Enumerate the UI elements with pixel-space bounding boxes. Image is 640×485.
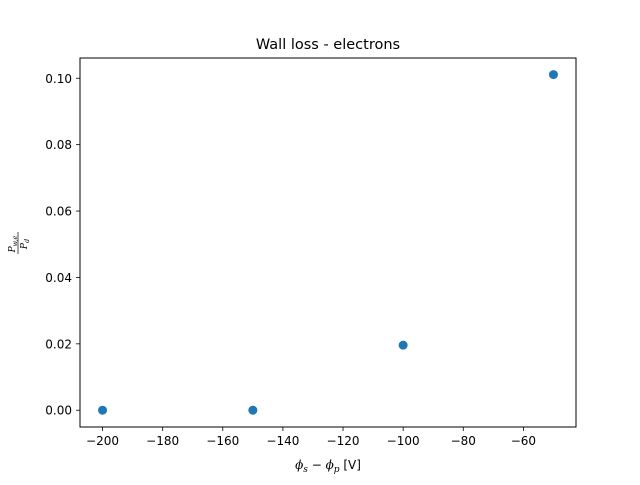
y-tick-label: 0.04 [45,271,72,285]
x-label-phi-1: ϕ [295,458,303,472]
plot-frame [79,57,577,428]
data-point [248,405,258,415]
data-point [548,70,558,80]
x-label-sub-1: s [303,465,308,475]
data-point [398,340,408,350]
x-tick-label: −160 [206,434,239,448]
y-label-denominator: Pd [20,239,31,250]
x-label-sub-2: p [334,465,340,475]
y-label-denominator-main: P [20,242,30,250]
x-tick-label: −100 [387,434,420,448]
y-tick-label: 0.06 [45,205,72,219]
x-tick-label: −140 [266,434,299,448]
y-axis-label: Pw,e Pd [8,232,31,254]
x-tick-label: −200 [86,434,119,448]
x-tick-label: −120 [327,434,360,448]
y-tick-label: 0.10 [45,72,72,86]
y-label-denominator-sub: d [23,239,31,243]
y-tick-label: 0.00 [45,404,72,418]
y-tick-label: 0.08 [45,138,72,152]
y-label-numerator-main: P [8,245,18,253]
x-label-unit: [V] [340,458,361,472]
x-tick-label: −180 [146,434,179,448]
x-label-minus: − [308,458,326,472]
y-axis-ticks: 0.00 0.02 0.04 0.06 0.08 0.10 [45,72,80,418]
x-axis-ticks: −200 −180 −160 −140 −120 −100 −80 −60 [86,427,536,448]
y-label-numerator: Pw,e [8,235,19,253]
x-axis-label: ϕs − ϕp [V] [295,458,361,475]
data-point [98,405,108,415]
x-tick-label: −60 [511,434,536,448]
chart-title: Wall loss - electrons [256,37,400,53]
y-tick-label: 0.02 [45,337,72,351]
data-points [98,70,558,415]
y-label-numerator-sub: w,e [11,235,19,246]
x-label-phi-2: ϕ [326,458,334,472]
x-tick-label: −80 [451,434,476,448]
